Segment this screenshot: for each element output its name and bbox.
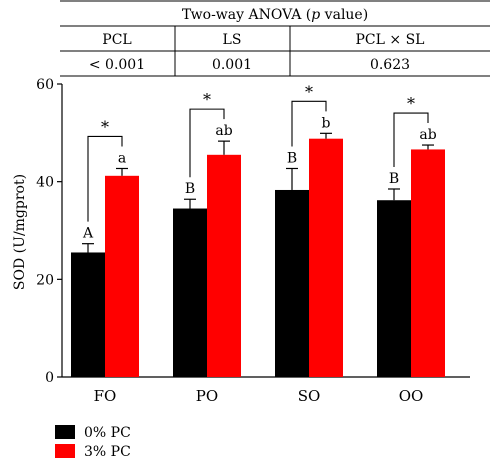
x-tick-label: SO xyxy=(298,387,321,405)
significance-bracket xyxy=(189,108,225,178)
bar xyxy=(377,200,411,377)
significance-marker: * xyxy=(101,117,109,136)
group-letter-label: B xyxy=(287,150,297,166)
anova-value-interaction: 0.623 xyxy=(370,57,410,73)
anova-value-pcl: < 0.001 xyxy=(89,57,145,73)
legend-swatch-0pc xyxy=(55,425,75,439)
significance-marker: * xyxy=(203,90,211,109)
y-tick-label: 0 xyxy=(45,370,54,386)
legend-label-0pc: 0% PC xyxy=(84,425,131,441)
legend-label-3pc: 3% PC xyxy=(84,444,131,460)
x-ticks: FO PO SO OO xyxy=(94,387,424,405)
anova-header-pcl: PCL xyxy=(102,32,131,48)
anova-header-ls: LS xyxy=(223,32,242,48)
bars: Aa*Bab*Bb*Bab* xyxy=(71,82,445,377)
anova-value-ls: 0.001 xyxy=(212,57,252,73)
anova-table xyxy=(60,0,490,77)
y-tick-label: 60 xyxy=(36,77,54,93)
group-letter-label: A xyxy=(82,226,94,242)
y-ticks: 0 20 40 60 xyxy=(36,77,62,386)
bar xyxy=(71,252,105,377)
bar xyxy=(173,208,207,377)
y-tick-label: 20 xyxy=(36,272,54,288)
significance-marker: * xyxy=(305,82,313,101)
bar xyxy=(207,154,241,377)
bar xyxy=(309,138,343,377)
bar xyxy=(105,175,139,377)
y-tick-label: 40 xyxy=(36,175,54,191)
x-tick-label: FO xyxy=(94,387,117,405)
anova-header-interaction: PCL × SL xyxy=(356,32,425,48)
significance-bracket xyxy=(291,100,327,147)
bar xyxy=(411,149,445,377)
x-tick-label: PO xyxy=(196,387,218,405)
significance-bracket xyxy=(87,135,123,222)
group-letter-label: ab xyxy=(419,127,436,143)
group-letter-label: B xyxy=(389,171,399,187)
group-letter-label: a xyxy=(118,150,126,166)
significance-marker: * xyxy=(407,94,415,113)
bar xyxy=(275,189,309,377)
legend-swatch-3pc xyxy=(55,444,75,458)
anova-table-title: Two-way ANOVA (p value) xyxy=(182,7,368,23)
x-tick-label: OO xyxy=(399,387,424,405)
group-letter-label: b xyxy=(322,115,331,131)
legend: 0% PC 3% PC xyxy=(55,425,131,460)
group-letter-label: ab xyxy=(215,123,232,139)
significance-bracket xyxy=(393,112,429,167)
group-letter-label: B xyxy=(185,181,195,197)
y-axis-label: SOD (U/mgprot) xyxy=(12,174,28,290)
